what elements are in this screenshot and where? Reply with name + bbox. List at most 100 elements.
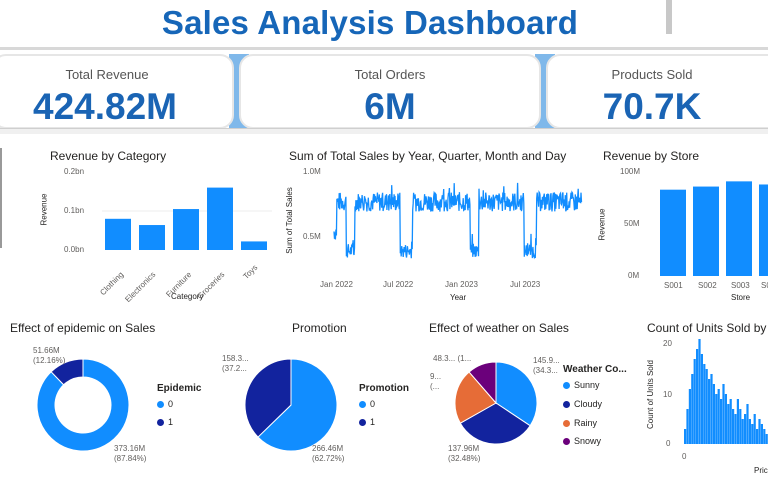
legend-item[interactable]: Sunny [563,380,600,390]
histogram-bar[interactable] [693,359,696,444]
pie-slice[interactable] [50,358,84,386]
category-bar[interactable] [241,241,267,250]
histogram-bar[interactable] [760,424,763,444]
weather-pie-chart[interactable] [454,361,538,445]
y-tick: 0.2bn [64,167,85,176]
histogram-bar[interactable] [700,354,703,444]
histogram-bar[interactable] [705,369,708,444]
epidemic-donut-chart[interactable] [36,358,130,452]
histogram-bar[interactable] [751,424,754,444]
histogram-bar[interactable] [722,384,725,444]
store-bar[interactable] [759,184,768,276]
promotion-pie-chart[interactable] [244,358,338,452]
histogram-bar[interactable] [744,414,747,444]
store-bar[interactable] [693,186,719,276]
sales-line-chart[interactable] [333,170,583,268]
y-tick: 0 [666,439,671,448]
kpi-card-total-revenue[interactable]: Total Revenue 424.82M [0,54,234,129]
histogram-bar[interactable] [736,399,739,444]
histogram-bar[interactable] [763,429,766,444]
histogram-bar[interactable] [684,429,687,444]
histogram-bar[interactable] [712,384,715,444]
histogram-bar[interactable] [715,394,718,444]
pie-slice[interactable] [454,371,497,424]
legend-dot-icon [563,401,570,409]
legend-dot-icon [157,419,164,427]
revenue-by-category-title: Revenue by Category [50,149,167,163]
legend-item[interactable]: 0 [157,399,173,409]
histogram-bar[interactable] [686,409,689,444]
sales-line[interactable] [333,182,583,260]
histogram-bar[interactable] [710,374,713,444]
pie-slice[interactable] [459,402,531,445]
histogram-bar[interactable] [765,434,768,444]
legend-dot-icon [563,438,570,446]
y-axis-title: Revenue [597,208,607,241]
store-bar[interactable] [660,189,686,276]
histogram-bar[interactable] [703,364,706,444]
histogram-bar[interactable] [748,419,751,444]
pie-slice[interactable] [257,358,338,452]
histogram-bar[interactable] [741,419,744,444]
vertical-scrollbar[interactable] [666,0,672,34]
legend-item[interactable]: 1 [157,417,173,427]
y-tick: 1.0M [303,167,321,176]
data-label: 158.3... (37.2... [222,354,249,373]
histogram-bar[interactable] [720,399,723,444]
kpi-card-products-sold[interactable]: Products Sold 70.7K [546,54,768,129]
histogram-bar[interactable] [708,379,711,444]
revenue-by-store-title: Revenue by Store [603,149,700,163]
x-axis-title: Store [731,293,751,302]
legend-dot-icon [563,382,570,390]
histogram-bar[interactable] [756,429,759,444]
legend-item[interactable]: 1 [359,417,375,427]
histogram-bar[interactable] [758,419,761,444]
y-axis-title: Revenue [39,193,49,226]
pie-slice[interactable] [244,358,292,438]
histogram-bar[interactable] [734,414,737,444]
histogram-bar[interactable] [698,339,701,444]
epidemic-title: Effect of epidemic on Sales [10,321,156,335]
histogram-bar[interactable] [729,399,732,444]
x-axis-title: Category [171,292,204,301]
pie-slice[interactable] [36,358,130,452]
histogram-bar[interactable] [746,404,749,444]
legend-item[interactable]: Rainy [563,418,597,428]
category-bar[interactable] [105,218,131,250]
histogram-bar[interactable] [753,414,756,444]
data-label: 145.9... (34.3... [533,356,560,375]
category-bar[interactable] [173,209,199,250]
histogram-bar[interactable] [732,409,735,444]
dashboard-title: Sales Analysis Dashboard [161,4,579,41]
histogram-bar[interactable] [727,404,730,444]
revenue-by-store-chart[interactable] [657,172,768,276]
x-tick: Jul 2022 [383,280,414,289]
category-bar[interactable] [207,187,233,250]
divider [0,47,768,50]
x-tick: Jul 2023 [510,280,541,289]
data-label: 137.96M (32.48%) [448,444,481,463]
legend-item[interactable]: Snowy [563,436,601,446]
units-sold-histogram[interactable] [684,339,768,444]
y-axis-title: Count of Units Sold [645,360,655,429]
selection-handle[interactable] [0,148,6,248]
histogram-bar[interactable] [691,374,694,444]
histogram-bar[interactable] [696,349,699,444]
histogram-bar[interactable] [724,394,727,444]
histogram-bar[interactable] [739,409,742,444]
kpi-card-total-orders[interactable]: Total Orders 6M [239,54,541,129]
revenue-by-category-chart[interactable] [102,172,272,252]
legend-title: Weather Co... [563,364,627,375]
histogram-bar[interactable] [717,389,720,444]
y-tick: 0M [628,271,640,280]
kpi-value: 6M [364,86,416,127]
store-bar[interactable] [726,181,752,276]
x-tick: Toys [241,263,260,281]
category-bar[interactable] [139,225,165,250]
histogram-bar[interactable] [688,389,691,444]
kpi-label: Total Orders [354,67,426,82]
legend-item[interactable]: Cloudy [563,399,602,409]
legend-item[interactable]: 0 [359,399,375,409]
pie-slice[interactable] [468,361,497,405]
legend-title: Epidemic [157,383,202,394]
